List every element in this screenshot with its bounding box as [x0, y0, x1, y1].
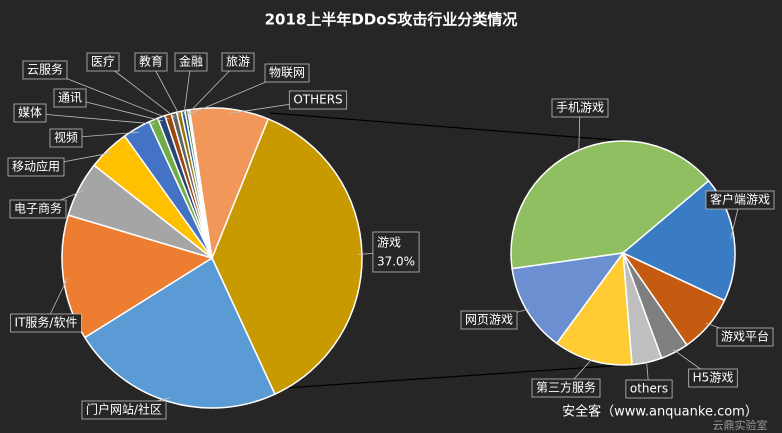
data-label: 网页游戏	[460, 310, 518, 330]
data-label: 云服务	[22, 60, 68, 80]
label-box	[372, 231, 420, 273]
category-label: 物联网	[269, 66, 305, 80]
category-label: 金融	[179, 54, 203, 69]
category-label: 教育	[139, 54, 163, 69]
data-label: 教育	[134, 52, 168, 72]
pie-slice	[555, 250, 633, 366]
category-label: 第三方服务	[536, 380, 596, 395]
data-label: 门户网站/社区	[81, 400, 167, 420]
category-label: 网页游戏	[465, 313, 513, 327]
data-label: others	[625, 379, 673, 399]
label-box	[625, 379, 673, 399]
label-box	[705, 190, 775, 210]
data-label: 客户端游戏	[705, 190, 775, 210]
category-label: 游戏	[377, 236, 401, 250]
category-label: OTHERS	[293, 93, 342, 107]
data-label: 游戏 37.0%	[372, 231, 420, 273]
pie-slice	[511, 252, 625, 345]
label-box	[134, 52, 168, 72]
data-label: 旅游	[221, 52, 255, 72]
data-label: 第三方服务	[531, 378, 601, 398]
label-box	[13, 103, 47, 123]
category-label: 云服务	[27, 62, 63, 77]
connector-line	[269, 112, 626, 142]
label-box	[7, 157, 65, 177]
category-label: 客户端游戏	[710, 192, 770, 207]
data-label: 游戏平台	[716, 327, 774, 347]
label-box	[460, 310, 518, 330]
data-label: H5游戏	[688, 368, 738, 388]
label-box	[49, 128, 83, 148]
category-label: 医疗	[91, 55, 115, 69]
category-label: 手机游戏	[556, 101, 604, 115]
label-box	[264, 63, 310, 83]
pie-slice	[510, 140, 710, 270]
data-label: 金融	[174, 52, 208, 72]
category-label: 移动应用	[12, 159, 60, 174]
pie-slice	[188, 107, 270, 261]
label-box	[22, 60, 68, 80]
category-label: 媒体	[18, 106, 42, 120]
label-box	[221, 52, 255, 72]
label-box	[688, 368, 738, 388]
label-box	[10, 313, 82, 333]
value-label: 37.0%	[377, 255, 415, 269]
data-label: IT服务/软件	[10, 313, 82, 333]
label-box	[288, 90, 348, 110]
data-label: 媒体	[13, 103, 47, 123]
data-label: 物联网	[264, 63, 310, 83]
label-box	[86, 52, 120, 72]
data-label: 视频	[49, 128, 83, 148]
category-label: H5游戏	[693, 371, 734, 385]
category-label: 门户网站/社区	[86, 402, 162, 417]
label-box	[531, 378, 601, 398]
category-label: 游戏平台	[721, 329, 769, 344]
label-box	[716, 327, 774, 347]
category-label: 视频	[54, 130, 78, 145]
label-box	[551, 98, 609, 118]
data-label: OTHERS	[288, 90, 348, 110]
category-label: 电子商务	[14, 201, 62, 216]
category-label: 旅游	[226, 55, 250, 69]
data-label: 医疗	[86, 52, 120, 72]
label-box	[53, 88, 87, 108]
label-box	[81, 400, 167, 420]
label-box	[174, 52, 208, 72]
pie-slice	[83, 256, 276, 409]
pie-slice	[621, 179, 736, 302]
data-label: 通讯	[53, 88, 87, 108]
leader-line	[29, 112, 156, 125]
connector-line	[284, 364, 626, 389]
data-label: 手机游戏	[551, 98, 609, 118]
category-label: 通讯	[58, 91, 82, 105]
category-label: others	[630, 382, 668, 396]
data-label: 电子商务	[9, 199, 67, 219]
data-label: 移动应用	[7, 157, 65, 177]
category-label: IT服务/软件	[15, 315, 78, 330]
footer: 安全客（www.anquanke.com）	[562, 404, 758, 420]
chart-title: 2018上半年DDoS攻击行业分类情况	[265, 11, 518, 29]
watermark: 云鼎实验室	[713, 418, 768, 432]
label-box	[9, 199, 67, 219]
